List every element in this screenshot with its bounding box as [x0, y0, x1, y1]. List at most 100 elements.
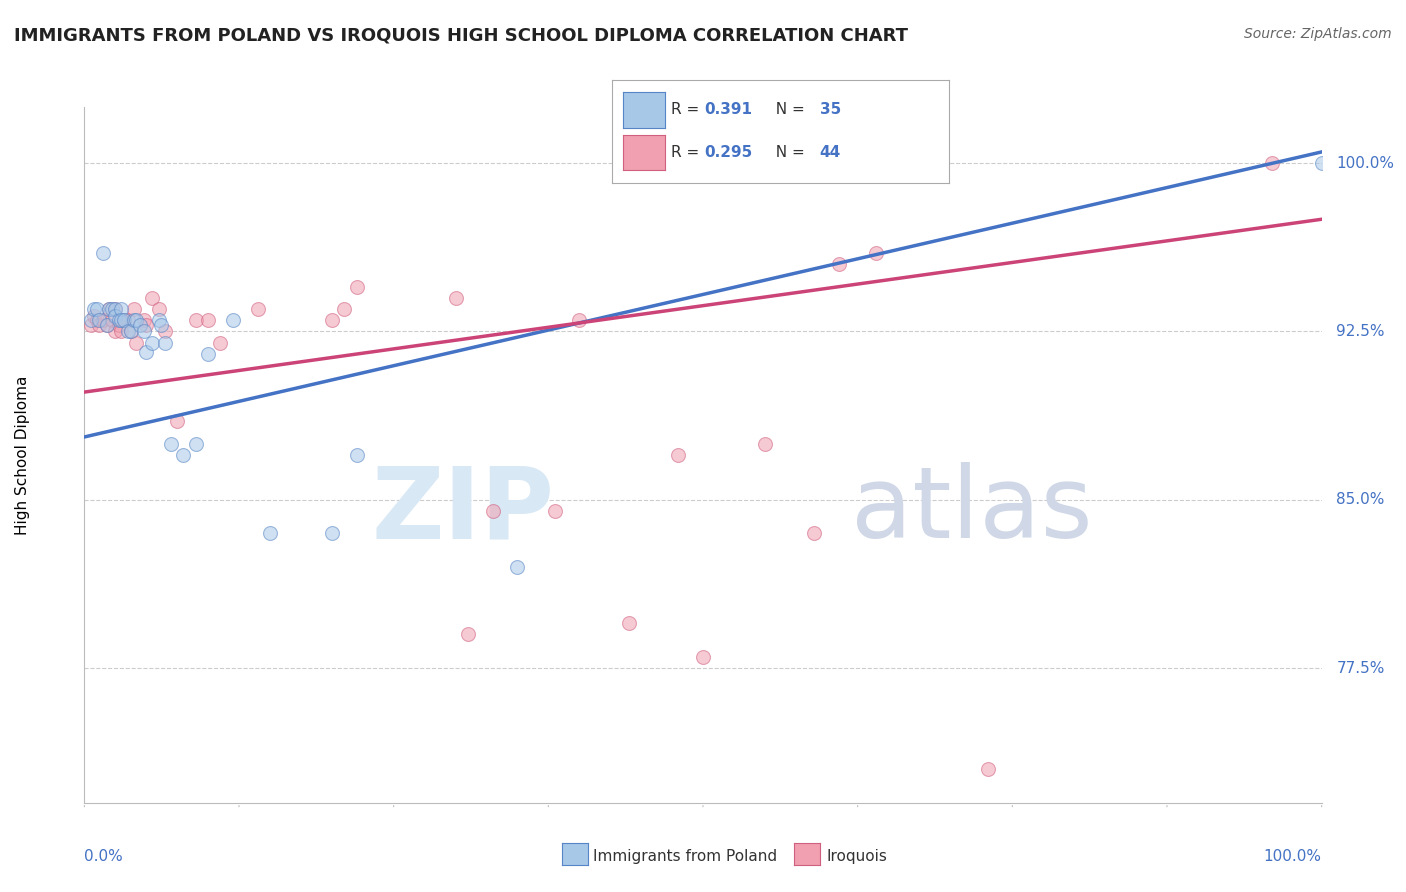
- Point: [89, 318, 111, 332]
- Point: [79, 313, 101, 327]
- Point: [197, 347, 219, 361]
- Point: [481, 504, 503, 518]
- Point: [141, 335, 163, 350]
- Point: [104, 301, 127, 316]
- Point: [110, 301, 132, 316]
- Point: [457, 627, 479, 641]
- Point: [184, 436, 207, 450]
- Point: [346, 448, 368, 462]
- Point: [91, 246, 114, 260]
- Point: [98, 301, 121, 316]
- Point: [160, 436, 183, 450]
- Point: [346, 279, 368, 293]
- Point: [135, 318, 157, 332]
- Point: [108, 313, 131, 327]
- Point: [98, 301, 121, 316]
- Text: 100.0%: 100.0%: [1337, 155, 1395, 170]
- Point: [96, 318, 118, 332]
- Point: [568, 313, 591, 327]
- Text: R =: R =: [671, 103, 704, 117]
- Point: [104, 301, 127, 316]
- Point: [110, 325, 132, 339]
- Text: 44: 44: [820, 145, 841, 160]
- Point: [132, 313, 155, 327]
- Point: [209, 335, 232, 350]
- Text: 85.0%: 85.0%: [1337, 492, 1385, 508]
- Point: [148, 301, 170, 316]
- Point: [108, 318, 131, 332]
- Point: [83, 309, 105, 323]
- Point: [1261, 156, 1284, 170]
- Point: [120, 325, 142, 339]
- Point: [321, 526, 343, 541]
- Text: 0.0%: 0.0%: [84, 849, 124, 863]
- Text: 0.391: 0.391: [704, 103, 752, 117]
- Point: [125, 335, 148, 350]
- Point: [321, 313, 343, 327]
- Point: [197, 313, 219, 327]
- Point: [754, 436, 776, 450]
- Point: [692, 649, 714, 664]
- Text: Immigrants from Poland: Immigrants from Poland: [593, 849, 778, 863]
- Text: 35: 35: [820, 103, 841, 117]
- Point: [132, 325, 155, 339]
- Point: [100, 313, 122, 327]
- Point: [246, 301, 269, 316]
- Text: R =: R =: [671, 145, 704, 160]
- Point: [444, 291, 467, 305]
- Point: [222, 313, 245, 327]
- Point: [135, 344, 157, 359]
- Point: [172, 448, 194, 462]
- Point: [865, 246, 887, 260]
- Point: [125, 313, 148, 327]
- Point: [79, 318, 101, 332]
- Point: [166, 414, 188, 428]
- Text: IMMIGRANTS FROM POLAND VS IROQUOIS HIGH SCHOOL DIPLOMA CORRELATION CHART: IMMIGRANTS FROM POLAND VS IROQUOIS HIGH …: [14, 27, 908, 45]
- Text: Iroquois: Iroquois: [827, 849, 887, 863]
- Point: [543, 504, 565, 518]
- Point: [333, 301, 356, 316]
- Point: [117, 325, 139, 339]
- Point: [83, 301, 105, 316]
- Point: [153, 325, 176, 339]
- Point: [122, 313, 145, 327]
- Point: [150, 318, 173, 332]
- Text: 0.295: 0.295: [704, 145, 752, 160]
- Point: [153, 335, 176, 350]
- Point: [100, 301, 122, 316]
- Point: [110, 313, 132, 327]
- Point: [96, 318, 118, 332]
- Text: 92.5%: 92.5%: [1337, 324, 1385, 339]
- Text: atlas: atlas: [852, 462, 1092, 559]
- Point: [828, 257, 851, 271]
- Text: High School Diploma: High School Diploma: [15, 376, 30, 534]
- Point: [89, 313, 111, 327]
- Point: [141, 291, 163, 305]
- Point: [617, 616, 640, 631]
- Text: 100.0%: 100.0%: [1264, 849, 1322, 863]
- Text: ZIP: ZIP: [371, 462, 554, 559]
- Point: [104, 325, 127, 339]
- Point: [129, 318, 152, 332]
- Point: [91, 313, 114, 327]
- Point: [803, 526, 825, 541]
- Point: [120, 325, 142, 339]
- Point: [1310, 156, 1333, 170]
- Point: [122, 301, 145, 316]
- Point: [112, 313, 135, 327]
- Point: [666, 448, 689, 462]
- Text: 77.5%: 77.5%: [1337, 661, 1385, 675]
- Point: [86, 313, 108, 327]
- Text: Source: ZipAtlas.com: Source: ZipAtlas.com: [1244, 27, 1392, 41]
- Point: [86, 301, 108, 316]
- Point: [117, 313, 139, 327]
- Point: [976, 762, 998, 776]
- Text: N =: N =: [766, 145, 810, 160]
- Text: N =: N =: [766, 103, 810, 117]
- Point: [259, 526, 281, 541]
- Point: [184, 313, 207, 327]
- Point: [506, 560, 529, 574]
- Point: [112, 313, 135, 327]
- Point: [148, 313, 170, 327]
- Point: [104, 309, 127, 323]
